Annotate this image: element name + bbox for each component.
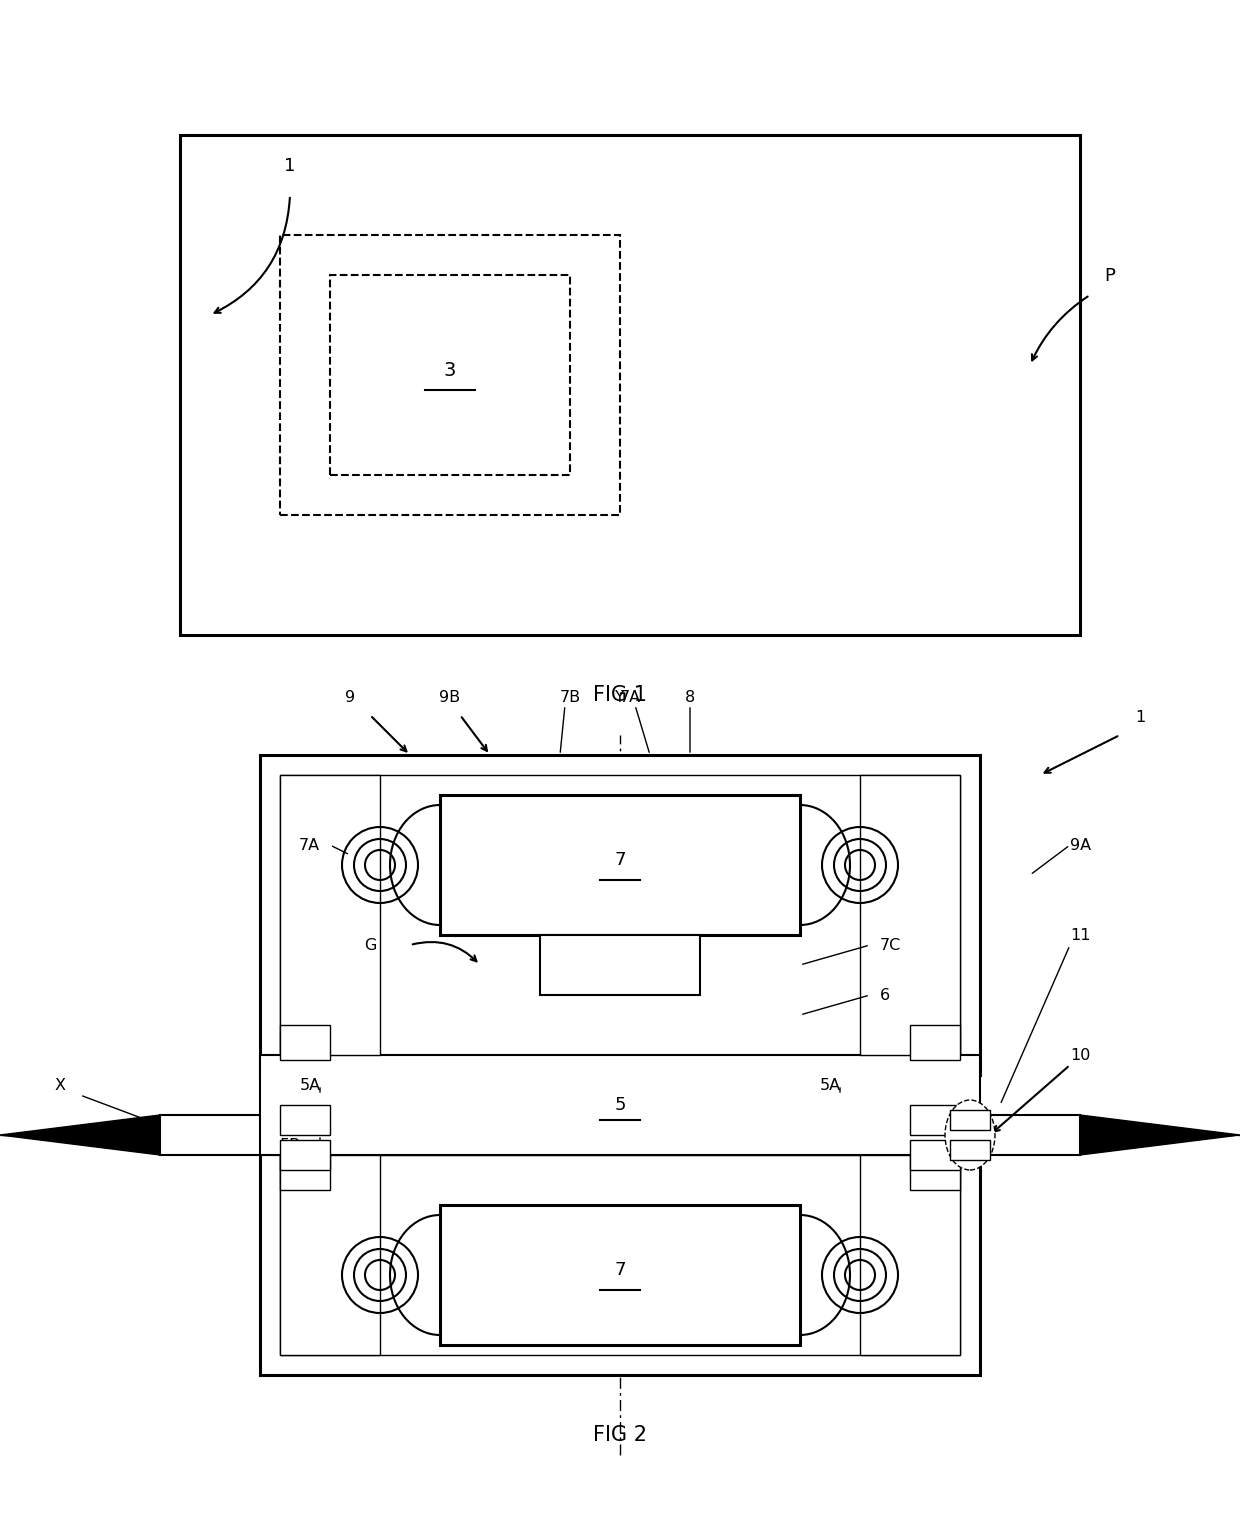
Bar (280, 1154, 379, 1354)
Text: FIG 1: FIG 1 (593, 685, 647, 704)
Text: 5B: 5B (280, 1138, 301, 1153)
Text: 7A: 7A (299, 838, 320, 853)
Bar (950, 1139, 990, 1160)
Bar (260, 1054, 980, 1154)
Bar (861, 1154, 960, 1354)
Bar (280, 1104, 330, 1135)
Bar (280, 776, 379, 1054)
Text: 7B: 7B (559, 689, 580, 704)
Bar (280, 1139, 330, 1170)
Text: 5A: 5A (300, 1077, 321, 1092)
Text: 5A: 5A (820, 1077, 841, 1092)
Bar (280, 1026, 330, 1060)
Text: 5: 5 (614, 1095, 626, 1114)
Bar (440, 1204, 800, 1345)
Bar (180, 135, 1080, 635)
Text: 9: 9 (345, 689, 355, 704)
Bar (910, 1154, 960, 1189)
Bar (160, 1115, 1080, 1154)
Bar (260, 754, 980, 1076)
Text: FIG 2: FIG 2 (593, 1426, 647, 1445)
Bar (280, 776, 960, 1054)
Bar (330, 276, 570, 476)
Bar (910, 1139, 960, 1170)
Bar (440, 795, 800, 935)
Text: X: X (55, 1077, 66, 1092)
Bar (950, 1110, 990, 1130)
Bar (280, 1154, 330, 1189)
Text: 8: 8 (684, 689, 696, 704)
Text: 7: 7 (614, 851, 626, 870)
Text: 6: 6 (880, 988, 890, 1003)
Polygon shape (0, 1115, 160, 1154)
Bar (280, 1154, 960, 1354)
Text: 1: 1 (284, 158, 295, 176)
Bar (280, 235, 620, 515)
Text: 3: 3 (444, 361, 456, 379)
Text: 9B: 9B (439, 689, 460, 704)
Text: G: G (363, 938, 376, 953)
Text: 7A: 7A (620, 689, 641, 704)
Text: 1: 1 (1135, 711, 1145, 726)
Bar (910, 1104, 960, 1135)
Text: 10: 10 (1070, 1047, 1090, 1062)
Text: P: P (1105, 267, 1116, 285)
Text: 11: 11 (1070, 927, 1090, 942)
Bar (539, 935, 701, 995)
Text: 7C: 7C (880, 938, 901, 953)
Polygon shape (1080, 1115, 1240, 1154)
Bar (861, 776, 960, 1054)
Bar (260, 1135, 980, 1376)
Text: 7: 7 (614, 1260, 626, 1279)
Text: Y: Y (615, 689, 625, 704)
Bar (910, 1026, 960, 1060)
Ellipse shape (945, 1100, 994, 1170)
Text: 9A: 9A (1070, 838, 1091, 853)
